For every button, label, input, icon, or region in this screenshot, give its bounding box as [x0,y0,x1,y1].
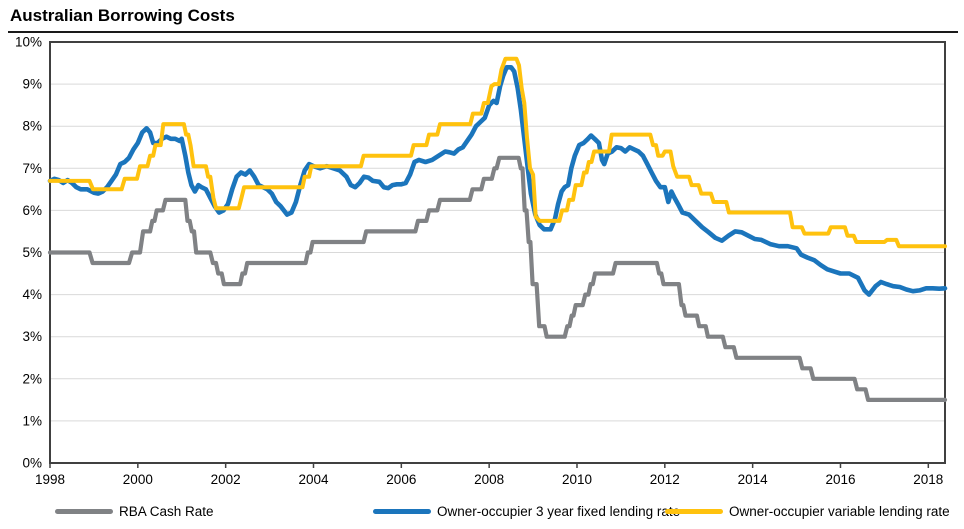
x-tick-label: 2014 [738,472,769,487]
legend-swatch-blue-line [373,508,431,514]
y-tick-label: 2% [22,371,42,386]
chart-title: Australian Borrowing Costs [10,6,235,25]
legend-item-3yr-fixed: Owner-occupier 3 year fixed lending rate [373,501,680,521]
legend-label-3yr-fixed: Owner-occupier 3 year fixed lending rate [437,503,681,519]
y-tick-label: 9% [22,77,42,92]
y-tick-label: 4% [22,287,42,302]
legend-swatch-gray-line [55,508,113,514]
y-tick-label: 6% [22,203,42,218]
series-line-rba-cash-rate [47,155,948,402]
legend-label-variable: Owner-occupier variable lending rate [729,503,950,519]
y-tick-label: 1% [22,413,42,428]
title-divider-line [8,31,958,33]
x-tick-label: 2002 [211,472,241,487]
y-tick-label: 7% [22,161,42,176]
y-tick-label: 5% [22,245,42,260]
x-tick-label: 2012 [650,472,680,487]
x-tick-label: 2000 [123,472,153,487]
x-tick-label: 2018 [913,472,943,487]
legend-item-variable: Owner-occupier variable lending rate [665,501,950,521]
x-tick-label: 2004 [298,472,329,487]
x-tick-label: 2016 [825,472,855,487]
y-tick-label: 8% [22,119,42,134]
series-line-owner-occupier-3yr-fixed [47,65,948,297]
legend-label-rba-cash-rate: RBA Cash Rate [119,503,214,519]
x-tick-label: 2008 [474,472,504,487]
x-tick-label: 1998 [35,472,65,487]
x-tick-label: 2010 [562,472,592,487]
legend-swatch-yellow-line [665,508,723,514]
x-tick-label: 2006 [386,472,416,487]
legend-item-rba-cash-rate: RBA Cash Rate [55,501,214,521]
y-tick-label: 10% [15,35,42,50]
y-tick-label: 3% [22,329,42,344]
chart-legend: RBA Cash Rate Owner-occupier 3 year fixe… [0,501,964,525]
y-tick-label: 0% [22,456,42,471]
line-chart-plot-area: 0% 1% 2% 3% 4% 5% 6% 7% 8% 9% 10% 1998 2000 2002 2004 2… [15,35,948,487]
series-line-owner-occupier-variable [48,56,947,249]
